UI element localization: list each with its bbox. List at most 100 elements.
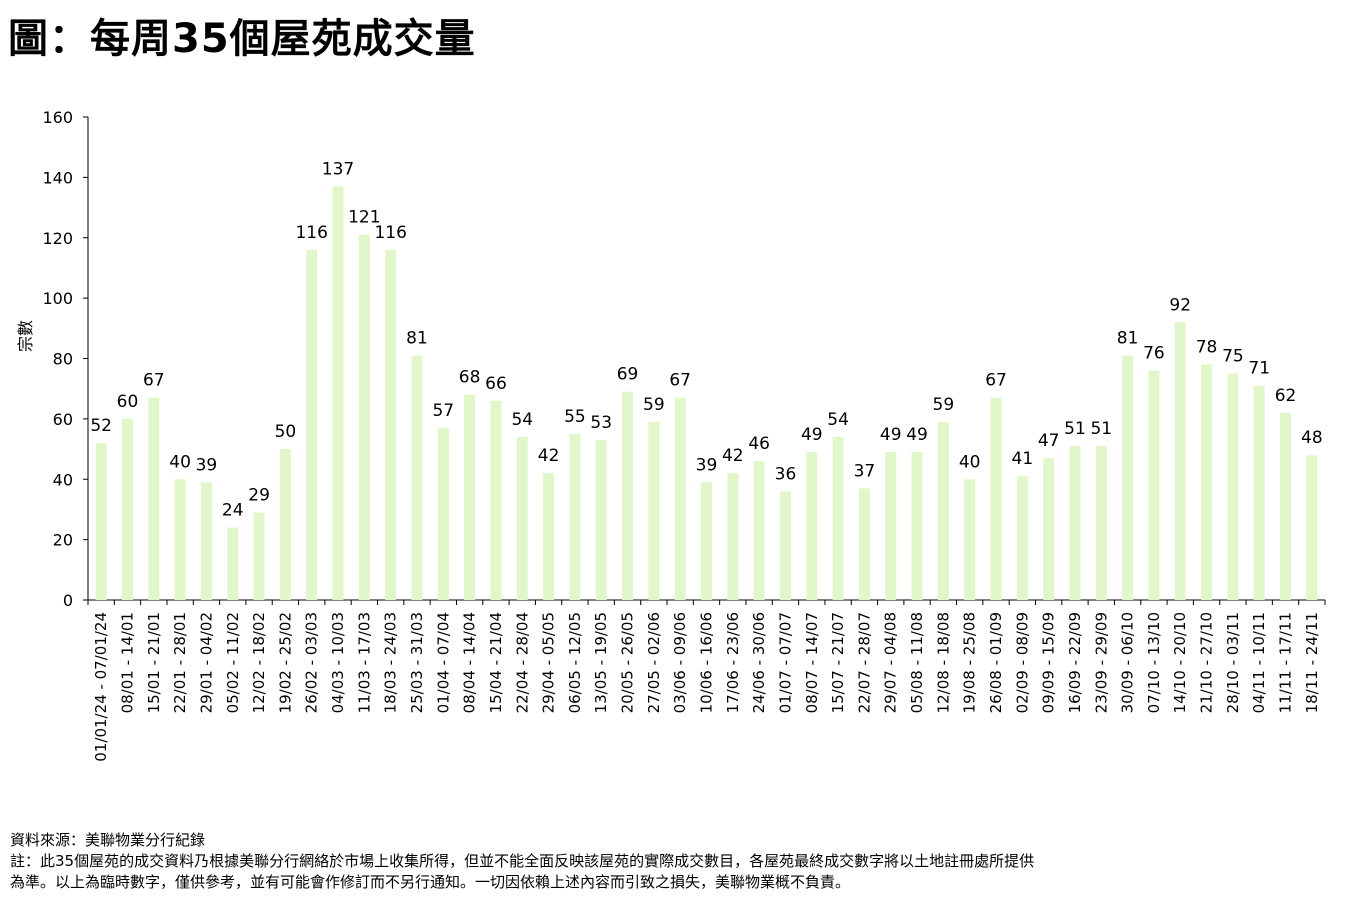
x-tick-label: 18/11 - 24/11 [1303, 612, 1321, 713]
bar [806, 452, 818, 600]
data-label: 78 [1196, 338, 1218, 358]
x-tick-label: 07/10 - 13/10 [1145, 612, 1163, 713]
bar [490, 400, 502, 600]
x-tick-label: 29/04 - 05/05 [540, 612, 558, 713]
y-tick-label: 80 [53, 350, 73, 369]
x-tick-label: 26/02 - 03/03 [303, 612, 321, 713]
x-tick-label: 27/05 - 02/06 [645, 612, 663, 713]
data-label: 40 [169, 452, 191, 472]
bar [569, 433, 581, 600]
x-tick-label: 16/09 - 22/09 [1066, 612, 1084, 713]
x-tick-label: 15/01 - 21/01 [145, 612, 163, 713]
x-tick-label: 23/09 - 29/09 [1092, 612, 1110, 713]
bar [858, 488, 870, 600]
data-label: 29 [248, 485, 270, 505]
x-tick-label: 08/07 - 14/07 [803, 612, 821, 713]
bar [121, 418, 133, 600]
x-tick-label: 26/08 - 01/09 [987, 612, 1005, 713]
data-label: 39 [196, 455, 218, 475]
bars [95, 186, 1318, 600]
x-tick-label: 29/07 - 04/08 [882, 612, 900, 713]
data-label: 116 [295, 223, 327, 243]
x-tick-label: 22/07 - 28/07 [855, 612, 873, 713]
bar [1306, 455, 1318, 600]
data-label: 59 [933, 395, 955, 415]
x-tick-label: 24/06 - 30/06 [750, 612, 768, 713]
bar [1148, 370, 1160, 600]
bar [779, 491, 791, 600]
x-tick-label: 12/02 - 18/02 [250, 612, 268, 713]
data-label: 37 [854, 461, 876, 481]
bar [358, 234, 370, 600]
x-tick-label: 04/11 - 10/11 [1250, 612, 1268, 713]
bar [253, 512, 265, 600]
data-label: 24 [222, 501, 244, 521]
x-tick-label: 01/01/24 - 07/01/24 [92, 612, 110, 762]
data-label: 62 [1275, 386, 1297, 406]
x-tick-label: 08/01 - 14/01 [118, 612, 136, 713]
x-tick-label: 03/06 - 09/06 [671, 612, 689, 713]
disclaimer-line-1: 註：此35個屋苑的成交資料乃根據美聯分行網絡於市場上收集所得，但並不能全面反映該… [10, 852, 1035, 870]
data-label: 36 [775, 464, 797, 484]
bar [332, 186, 344, 600]
bar [1043, 458, 1055, 600]
data-label: 68 [459, 368, 481, 388]
bar [543, 473, 555, 600]
data-label: 67 [985, 371, 1007, 391]
bar [1016, 476, 1028, 600]
data-label: 71 [1248, 359, 1270, 379]
x-tick-label: 01/07 - 07/07 [776, 612, 794, 713]
bar [411, 355, 423, 600]
bar [148, 397, 160, 600]
bar [648, 421, 660, 600]
bar [701, 482, 712, 600]
bar [937, 421, 949, 600]
data-label: 40 [959, 452, 981, 472]
data-label: 54 [511, 410, 533, 430]
data-label: 42 [538, 446, 560, 466]
data-label: 75 [1222, 347, 1244, 367]
x-tick-label: 04/03 - 10/03 [329, 612, 347, 713]
bar [753, 461, 765, 600]
x-tick-label: 14/10 - 20/10 [1171, 612, 1189, 713]
x-tick-label: 30/09 - 06/10 [1119, 612, 1137, 713]
data-label: 52 [90, 416, 112, 436]
x-tick-label: 22/04 - 28/04 [513, 612, 531, 713]
y-tick-label: 40 [53, 470, 73, 489]
x-axis: 01/01/24 - 07/01/24 08/01 - 14/01 15/01 - … [87, 599, 1326, 762]
y-axis: 0 20 40 60 80 100 120 140 160 [42, 108, 89, 610]
bar [1095, 446, 1107, 600]
x-tick-label: 01/04 - 07/04 [434, 612, 452, 713]
data-label: 54 [827, 410, 849, 430]
x-tick-label: 11/03 - 17/03 [355, 612, 373, 713]
x-tick-label: 02/09 - 08/09 [1013, 612, 1031, 713]
data-label: 55 [564, 407, 586, 427]
bar [1201, 364, 1213, 600]
bar [727, 473, 739, 600]
footnotes: 資料來源：美聯物業分行紀錄 註：此35個屋苑的成交資料乃根據美聯分行網絡於市場上… [10, 830, 1340, 893]
data-label: 51 [1064, 419, 1086, 439]
data-label: 50 [275, 422, 297, 442]
data-label: 137 [322, 159, 354, 179]
x-tick-label: 08/04 - 14/04 [461, 612, 479, 713]
bar [200, 482, 212, 600]
bar [1122, 355, 1134, 600]
bar-chart: 0 20 40 60 80 100 120 140 160 01/01/24 - 07/01/2… [16, 108, 1326, 762]
x-tick-label: 06/05 - 12/05 [566, 612, 584, 713]
x-tick-label: 28/10 - 03/11 [1224, 612, 1242, 713]
y-tick-label: 60 [53, 410, 73, 429]
bar [911, 452, 923, 600]
x-tick-label: 19/02 - 25/02 [276, 612, 294, 713]
x-tick-label: 25/03 - 31/03 [408, 612, 426, 713]
data-label: 57 [432, 401, 454, 421]
bar [437, 427, 449, 600]
data-label: 60 [117, 392, 139, 412]
bar [174, 479, 186, 600]
y-tick-label: 140 [42, 168, 73, 187]
data-label: 53 [590, 413, 612, 433]
x-tick-label: 19/08 - 25/08 [961, 612, 979, 713]
bar [595, 440, 607, 600]
y-tick-label: 160 [42, 108, 73, 127]
data-label: 121 [348, 208, 380, 228]
data-label: 116 [374, 223, 406, 243]
